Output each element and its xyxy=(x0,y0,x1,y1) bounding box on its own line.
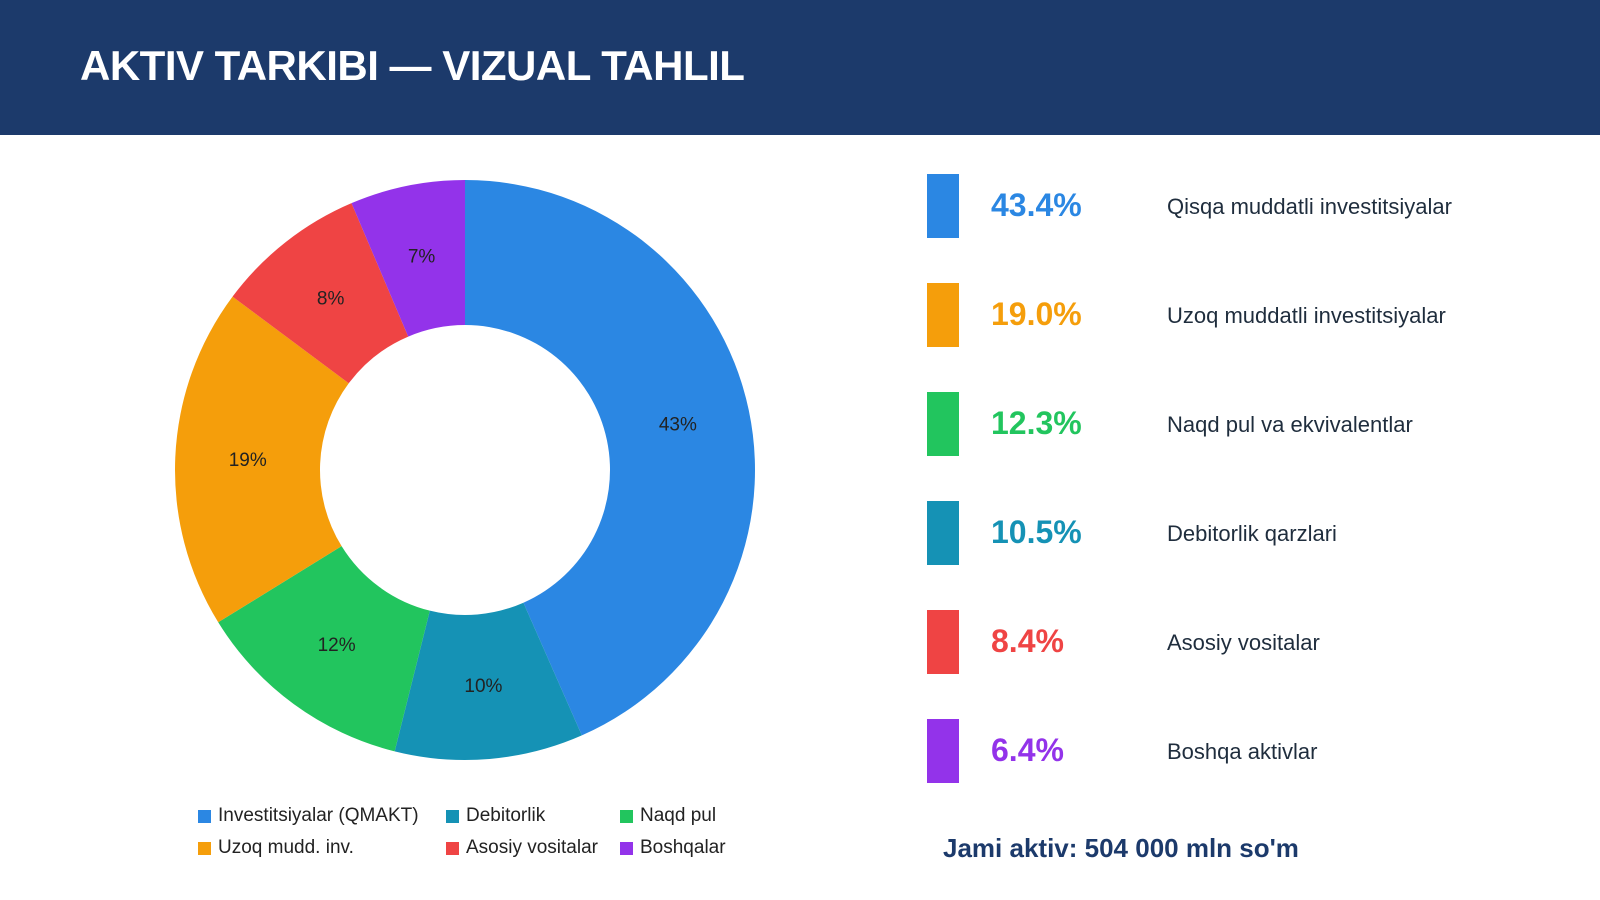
donut-slice-1 xyxy=(465,180,755,736)
slice-label-2: 10% xyxy=(464,676,502,697)
legend-swatch xyxy=(198,841,211,855)
slice-label-3: 12% xyxy=(318,635,356,656)
stat-percent: 6.4% xyxy=(991,732,1064,768)
stat-percent: 10.5% xyxy=(991,514,1082,550)
legend-label: Asosiy vositalar xyxy=(466,837,598,858)
legend-item-1: Investitsiyalar (QMAKT) xyxy=(198,805,446,827)
stat-row-cash: 12.3% Naqd pul va ekvivalentlar xyxy=(927,392,1547,456)
stat-label: Naqd pul va ekvivalentlar xyxy=(1167,412,1413,437)
stat-percent: 43.4% xyxy=(991,187,1082,223)
donut-slice-4 xyxy=(175,296,349,623)
stat-color-bar xyxy=(927,283,959,347)
stat-row-receivables: 10.5% Debitorlik qarzlari xyxy=(927,501,1547,565)
stat-label: Boshqa aktivlar xyxy=(1167,739,1318,764)
donut-slice-2 xyxy=(394,602,582,760)
stat-percent: 8.4% xyxy=(991,623,1064,659)
stat-row-other-assets: 6.4% Boshqa aktivlar xyxy=(927,719,1547,783)
stat-color-bar xyxy=(927,174,959,238)
legend-item-6: Boshqalar xyxy=(620,837,760,859)
slice-label-4: 19% xyxy=(229,450,267,471)
donut-slice-3 xyxy=(218,546,430,752)
legend-label: Uzoq mudd. inv. xyxy=(218,837,354,858)
header-banner: AKTIV TARKIBI — VIZUAL TAHLIL xyxy=(0,0,1600,135)
total-assets: Jami aktiv: 504 000 mln so'm xyxy=(943,833,1299,863)
legend-item-3: Naqd pul xyxy=(620,805,760,827)
stat-color-bar xyxy=(927,719,959,783)
stat-label: Debitorlik qarzlari xyxy=(1167,521,1337,546)
legend-swatch xyxy=(620,841,633,855)
slice-label-1: 43% xyxy=(659,415,697,436)
legend-item-4: Uzoq mudd. inv. xyxy=(198,837,446,859)
legend-label: Boshqalar xyxy=(640,837,726,858)
slice-label-5: 8% xyxy=(317,288,345,309)
legend-swatch xyxy=(198,809,211,823)
stat-percent: 12.3% xyxy=(991,405,1082,441)
stat-label: Asosiy vositalar xyxy=(1167,630,1320,655)
legend-swatch xyxy=(620,809,633,823)
stat-color-bar xyxy=(927,501,959,565)
chart-legend: Investitsiyalar (QMAKT) Debitorlik Naqd pu… xyxy=(198,805,758,859)
legend-label: Naqd pul xyxy=(640,805,717,826)
slice-label-6: 7% xyxy=(408,246,436,267)
stat-percent: 19.0% xyxy=(991,296,1082,332)
donut-slice-5 xyxy=(232,203,409,384)
page-title: AKTIV TARKIBI — VIZUAL TAHLIL xyxy=(80,42,745,89)
stat-color-bar xyxy=(927,610,959,674)
stat-row-short-term-investments: 43.4% Qisqa muddatli investitsiyalar xyxy=(927,174,1547,238)
stat-label: Uzoq muddatli investitsiyalar xyxy=(1167,303,1446,328)
donut-slice-6 xyxy=(351,180,465,337)
stat-row-long-term-investments: 19.0% Uzoq muddatli investitsiyalar xyxy=(927,283,1547,347)
legend-swatch xyxy=(446,809,459,823)
legend-label: Debitorlik xyxy=(466,805,546,826)
stat-row-fixed-assets: 8.4% Asosiy vositalar xyxy=(927,610,1547,674)
stat-label: Qisqa muddatli investitsiyalar xyxy=(1167,194,1452,219)
legend-item-5: Asosiy vositalar xyxy=(446,837,620,859)
donut-chart: 43% 10% 12% 19% 8% 7% xyxy=(175,180,755,760)
legend-item-2: Debitorlik xyxy=(446,805,620,827)
legend-swatch xyxy=(446,841,459,855)
legend-label: Investitsiyalar (QMAKT) xyxy=(218,805,419,826)
stat-color-bar xyxy=(927,392,959,456)
